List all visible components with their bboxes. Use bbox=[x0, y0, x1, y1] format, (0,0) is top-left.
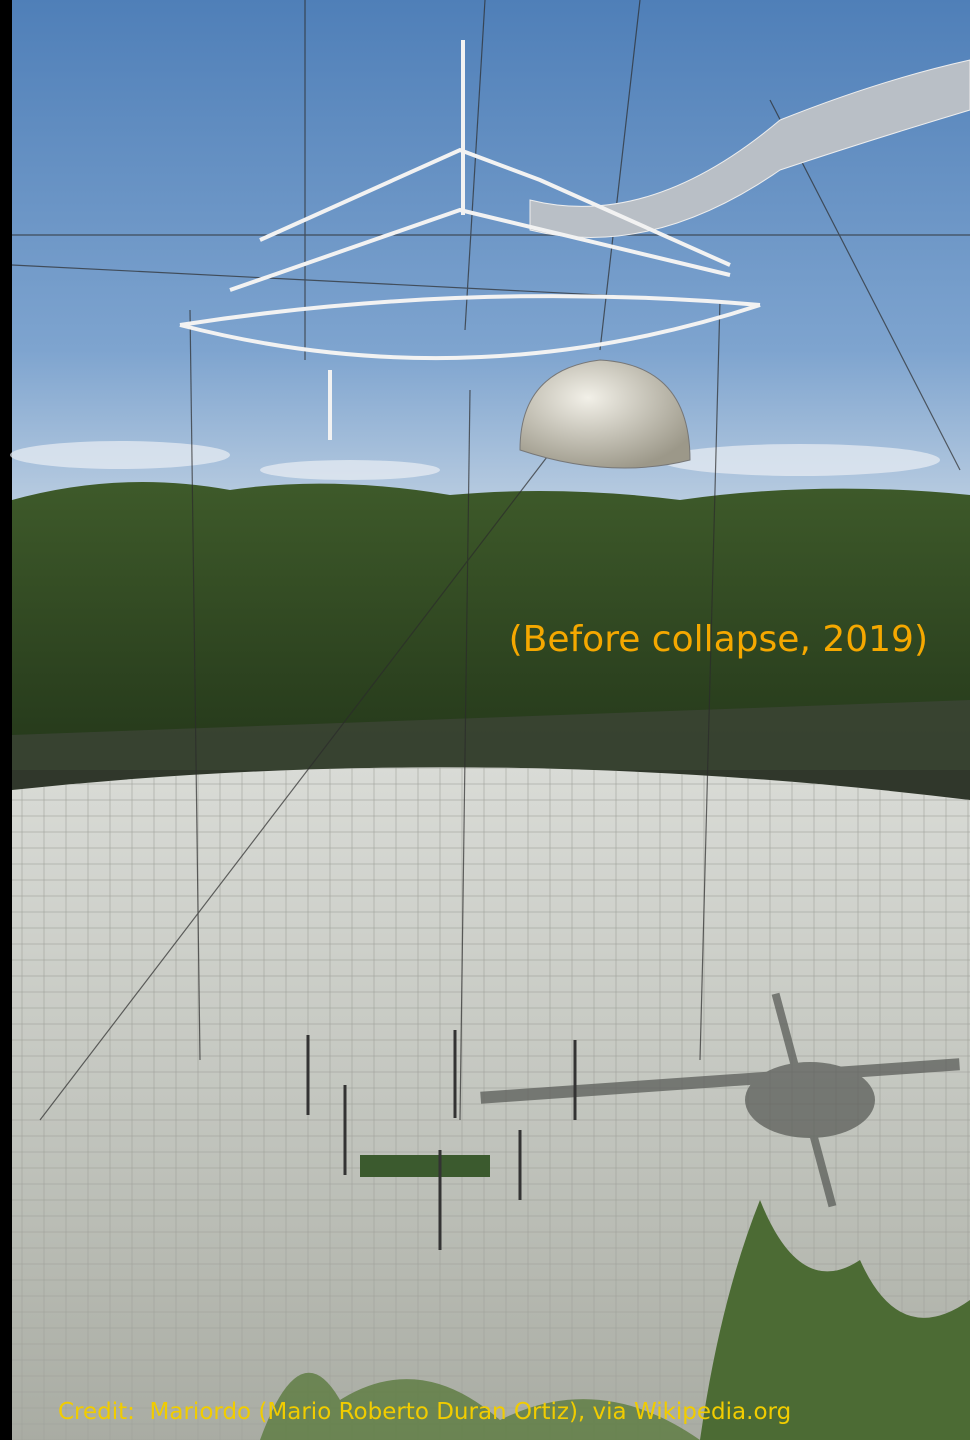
credit: Credit: Mariordo (Mario Roberto Duran Or… bbox=[58, 1399, 791, 1425]
photo: (Before collapse, 2019) Credit: Mariordo… bbox=[0, 0, 970, 1440]
center-gap bbox=[360, 1155, 490, 1177]
caption: (Before collapse, 2019) bbox=[509, 619, 928, 660]
page: (Before collapse, 2019) Credit: Mariordo… bbox=[0, 0, 970, 1440]
sky bbox=[12, 0, 970, 500]
